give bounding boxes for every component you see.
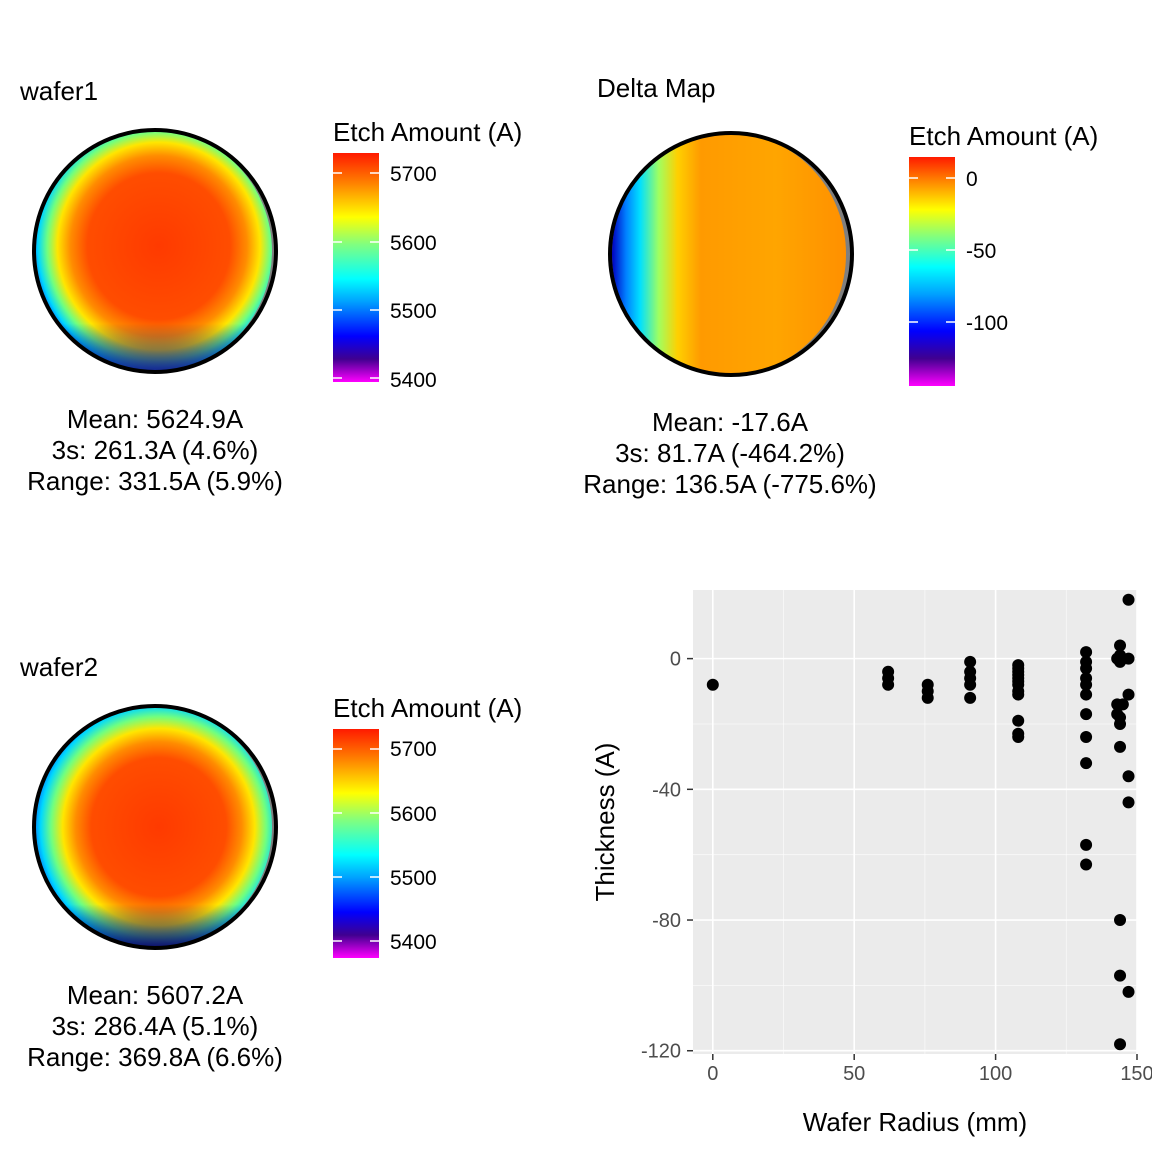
delta-range: Range: 136.5A (-775.6%): [583, 469, 877, 499]
scatter-point: [1122, 688, 1135, 701]
scatter-point: [1080, 757, 1093, 770]
wafer2-legend-tick-label: 5400: [390, 931, 437, 954]
wafer1-legend-tick-label: 5600: [390, 232, 437, 255]
delta-legend-tick-label: -100: [966, 312, 1008, 335]
wafer1-range: Range: 331.5A (5.9%): [27, 466, 283, 496]
scatter-point: [964, 691, 977, 704]
y-tick-label: -80: [652, 910, 681, 932]
y-tick-label: 0: [670, 649, 681, 671]
x-tick-label: 0: [707, 1063, 718, 1085]
scatter-point: [1122, 796, 1135, 809]
wafer1-legend-tick-label: 5500: [390, 300, 437, 323]
scatter-point: [1122, 985, 1135, 998]
scatter-point: [1114, 740, 1127, 753]
scatter-point: [964, 678, 977, 691]
scatter-point: [1116, 698, 1129, 711]
y-axis-label: Thickness (A): [590, 743, 620, 902]
wafer1-legend-tick-label: 5400: [390, 369, 437, 392]
wafer2-outline: [32, 704, 278, 950]
scatter-point: [1012, 688, 1025, 701]
scatter-point: [1122, 593, 1135, 606]
scatter-point: [1122, 770, 1135, 783]
wafer2-legend-title: Etch Amount (A): [333, 693, 522, 723]
delta-3s: 3s: 81.7A (-464.2%): [615, 438, 845, 468]
x-tick-label: 50: [843, 1063, 865, 1085]
scatter-points: [706, 593, 1135, 1051]
wafer1-outline: [32, 128, 278, 374]
x-axis-label: Wafer Radius (mm): [803, 1107, 1027, 1137]
wafer2-bottom-shade: [36, 706, 272, 948]
wafer2-legend-tick-label: 5700: [390, 738, 437, 761]
delta-legend-colorbar: [909, 157, 955, 386]
y-tick-label: -120: [641, 1041, 681, 1063]
wafer2-legend-tick-label: 5500: [390, 867, 437, 890]
x-tick-label: 150: [1120, 1063, 1152, 1085]
scatter-x-ticks: 0 50 100 150: [707, 1054, 1152, 1085]
wafer1-legend-ticks: [333, 172, 379, 379]
delta-legend-tick-label: -50: [966, 240, 996, 263]
wafer2-3s: 3s: 286.4A (5.1%): [51, 1011, 259, 1041]
scatter-point: [1080, 646, 1093, 659]
wafer2-title: wafer2: [19, 652, 98, 682]
scatter-point: [1012, 731, 1025, 744]
wafer1-mean: Mean: 5624.9A: [66, 404, 244, 434]
scatter-gridlines: [693, 590, 1138, 1054]
scatter-point: [1080, 678, 1093, 691]
y-tick-label: -40: [652, 779, 681, 801]
scatter-point: [921, 691, 934, 704]
wafer1-legend-title: Etch Amount (A): [333, 117, 522, 147]
thickness-scatter-plot: 0 50 100 150 0-40-80-120 Wafer Radius (mm) …: [590, 590, 1152, 1137]
delta-legend-title: Etch Amount (A): [909, 121, 1098, 151]
delta-heatmap: [612, 133, 846, 375]
scatter-point: [1114, 1038, 1127, 1051]
scatter-y-ticks: 0 -40 -80 -120: [641, 649, 693, 1063]
wafer1-title: wafer1: [19, 76, 98, 106]
scatter-point: [1080, 838, 1093, 851]
wafer1-bottom-shade: [36, 130, 272, 372]
wafer2-range: Range: 369.8A (6.6%): [27, 1042, 283, 1072]
wafer2-legend-tick-label: 5600: [390, 803, 437, 826]
scatter-point: [706, 678, 719, 691]
wafer2-mean: Mean: 5607.2A: [66, 980, 244, 1010]
wafer2-map-panel: wafer2 Etch Amount (A) 5700 5600 5500 54…: [19, 652, 522, 958]
scatter-point: [882, 678, 895, 691]
scatter-point: [1080, 708, 1093, 721]
delta-legend-tick-label: 0: [966, 168, 978, 191]
delta-outline: [608, 131, 854, 377]
wafer2-legend-ticks: [333, 748, 379, 942]
scatter-point: [1114, 639, 1127, 652]
scatter-point: [1114, 717, 1127, 730]
scatter-point: [1114, 969, 1127, 982]
delta-title: Delta Map: [597, 73, 716, 103]
wafer1-3s: 3s: 261.3A (4.6%): [51, 435, 259, 465]
delta-mean: Mean: -17.6A: [651, 407, 809, 437]
wafer1-map-panel: wafer1 Etch Amount (A) 5700 5600 5500 54…: [19, 76, 522, 392]
wafer1-legend-colorbar: [333, 153, 379, 382]
wafer2-legend-colorbar: [333, 729, 379, 958]
x-tick-label: 100: [979, 1063, 1012, 1085]
scatter-point: [1080, 662, 1093, 675]
wafer1-legend-tick-label: 5700: [390, 163, 437, 186]
wafer1-stats: Mean: 5624.9A 3s: 261.3A (4.6%) Range: 3…: [5, 404, 305, 497]
scatter-point: [964, 655, 977, 668]
scatter-point: [1080, 858, 1093, 871]
delta-map-panel: Delta Map Etch Amount (A) 0 -50 -100: [597, 73, 1098, 386]
scatter-point: [1122, 652, 1135, 665]
scatter-point: [1114, 914, 1127, 927]
scatter-point: [1080, 688, 1093, 701]
wafer2-stats: Mean: 5607.2A 3s: 286.4A (5.1%) Range: 3…: [5, 980, 305, 1073]
scatter-point: [1080, 731, 1093, 744]
delta-stats: Mean: -17.6A 3s: 81.7A (-464.2%) Range: …: [560, 407, 900, 500]
scatter-panel-background: [693, 590, 1137, 1054]
scatter-point: [1012, 714, 1025, 727]
delta-legend-ticks: [909, 177, 955, 323]
